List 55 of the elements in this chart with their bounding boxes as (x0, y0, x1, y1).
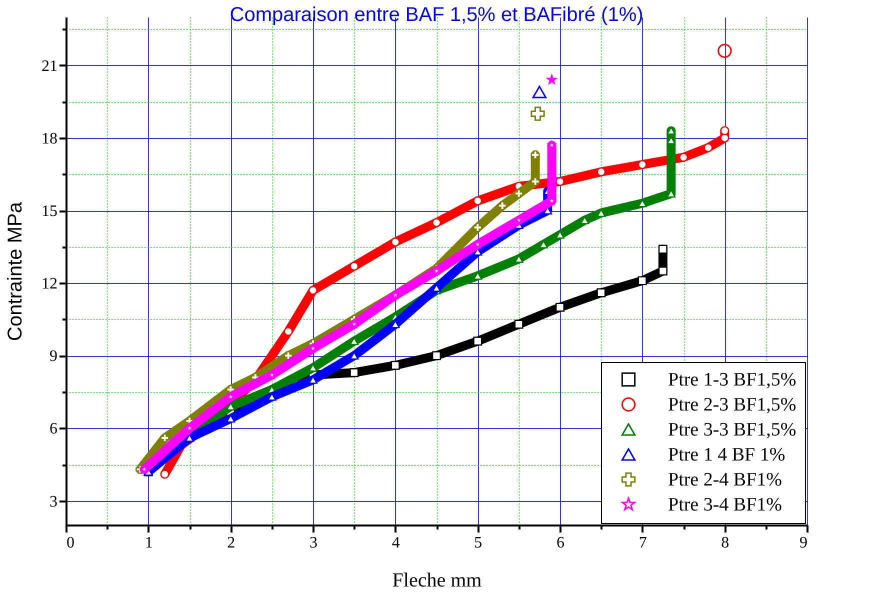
legend-label: Ptre 3-3 BF1,5% (668, 420, 796, 440)
legend-label: Ptre 3-4 BF1% (668, 494, 782, 516)
point (160, 433, 170, 442)
point (532, 86, 546, 98)
point (666, 126, 676, 135)
point (185, 424, 194, 432)
point (432, 218, 441, 228)
legend-label: Ptre 2-4 BF1% (668, 470, 782, 490)
point (530, 150, 540, 160)
y-tick-label: 15 (42, 203, 58, 220)
x-tick-label: 5 (474, 534, 482, 552)
x-tick-label: 0 (66, 534, 74, 552)
point (226, 392, 235, 401)
x-tick-label: 2 (227, 534, 236, 552)
point (473, 336, 482, 346)
point (530, 177, 540, 186)
y-tick-label: 9 (50, 348, 58, 366)
point (498, 201, 507, 210)
point (556, 302, 564, 312)
x-tick-label: 6 (556, 534, 564, 552)
point (514, 320, 524, 329)
point (546, 74, 558, 86)
legend-label: Ptre 1 4 BF 1% (668, 444, 786, 466)
y-tick-label: 18 (42, 130, 58, 148)
point (658, 244, 668, 254)
point (658, 266, 668, 276)
point (638, 276, 647, 286)
y-tick-label: 21 (42, 58, 58, 75)
point (390, 360, 400, 370)
y-tick-label: 12 (42, 276, 58, 293)
point (160, 470, 170, 479)
y-axis-title: Contrainte MPa (4, 201, 26, 341)
point (596, 288, 606, 298)
point (308, 286, 318, 295)
point (350, 368, 359, 378)
y-tick-label: 3 (50, 493, 58, 510)
legend-label: Ptre 2-3 BF1,5% (668, 394, 796, 416)
y-tick-label: 6 (50, 420, 58, 438)
point (718, 44, 732, 58)
point (679, 152, 688, 162)
point (720, 126, 730, 136)
point (530, 106, 545, 121)
x-tick-label: 4 (392, 534, 400, 552)
x-tick-label: 8 (721, 534, 730, 552)
chart-title: Comparaison entre BAF 1,5% et BAFibré (1%) (230, 4, 644, 26)
point (473, 222, 482, 232)
x-tick-label: 1 (144, 534, 153, 552)
x-axis-title: Fleche mm (392, 570, 482, 592)
point (284, 327, 293, 336)
x-tick-label: 7 (638, 534, 647, 552)
point (432, 351, 441, 360)
point (556, 177, 564, 186)
x-tick-label: 3 (310, 534, 318, 552)
legend-label: Ptre 1-3 BF1,5% (668, 370, 796, 390)
x-tick-label: 9 (800, 534, 808, 552)
